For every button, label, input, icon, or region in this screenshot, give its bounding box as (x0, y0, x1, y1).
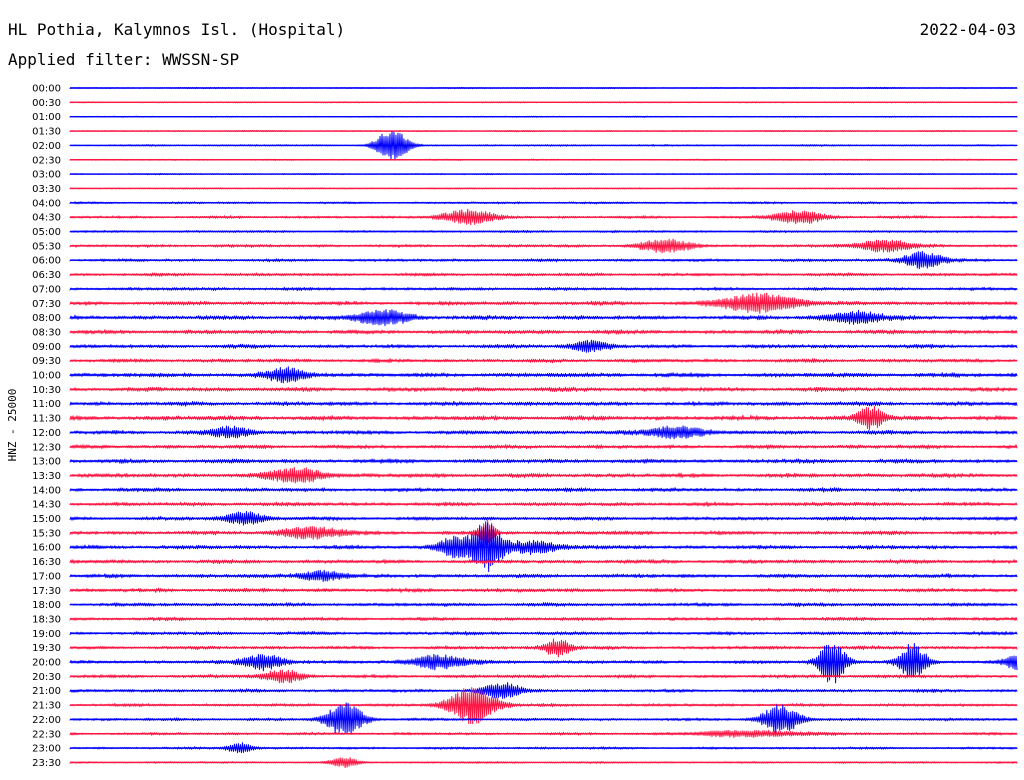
hour-label-06-00: 06:00 (32, 256, 61, 267)
hour-label-20-30: 20:30 (32, 672, 61, 683)
hour-label-10-00: 10:00 (32, 371, 61, 382)
station-title: HL Pothia, Kalymnos Isl. (Hospital) (8, 20, 346, 39)
hour-label-05-00: 05:00 (32, 227, 61, 238)
hour-label-12-30: 12:30 (32, 442, 61, 453)
hour-label-17-30: 17:30 (32, 586, 61, 597)
hour-label-22-30: 22:30 (32, 729, 61, 740)
hour-label-12-00: 12:00 (32, 428, 61, 439)
filter-label: Applied filter: WWSSN-SP (8, 50, 240, 69)
hour-label-04-30: 04:30 (32, 213, 61, 224)
hour-label-00-00: 00:00 (32, 84, 61, 95)
seismic-trace-15-30 (69, 519, 1018, 545)
hour-label-01-00: 01:00 (32, 112, 61, 123)
hour-label-23-30: 23:30 (32, 758, 61, 769)
date-label: 2022-04-03 (919, 20, 1016, 39)
hour-label-13-30: 13:30 (32, 471, 61, 482)
hour-label-16-00: 16:00 (32, 543, 61, 554)
hour-label-17-00: 17:00 (32, 571, 61, 582)
hour-label-14-30: 14:30 (32, 500, 61, 511)
hour-label-13-00: 13:00 (32, 457, 61, 468)
hour-label-18-30: 18:30 (32, 614, 61, 625)
hour-label-08-30: 08:30 (32, 327, 61, 338)
hour-label-15-30: 15:30 (32, 528, 61, 539)
hour-label-11-00: 11:00 (32, 399, 61, 410)
hour-label-22-00: 22:00 (32, 715, 61, 726)
hour-label-04-00: 04:00 (32, 198, 61, 209)
hour-label-03-00: 03:00 (32, 170, 61, 181)
hour-label-20-00: 20:00 (32, 658, 61, 669)
hour-label-09-30: 09:30 (32, 356, 61, 367)
hour-label-19-00: 19:00 (32, 629, 61, 640)
hour-label-07-00: 07:00 (32, 284, 61, 295)
hour-label-01-30: 01:30 (32, 127, 61, 138)
hour-label-02-30: 02:30 (32, 155, 61, 166)
hour-label-05-30: 05:30 (32, 241, 61, 252)
hour-label-19-30: 19:30 (32, 643, 61, 654)
hour-label-15-00: 15:00 (32, 514, 61, 525)
hour-label-11-30: 11:30 (32, 414, 61, 425)
hour-label-07-30: 07:30 (32, 299, 61, 310)
hour-label-00-30: 00:30 (32, 98, 61, 109)
hour-label-18-00: 18:00 (32, 600, 61, 611)
seismic-trace-22-00 (69, 702, 1018, 735)
hour-label-06-30: 06:30 (32, 270, 61, 281)
hour-label-02-00: 02:00 (32, 141, 61, 152)
hour-label-08-00: 08:00 (32, 313, 61, 324)
hour-label-21-00: 21:00 (32, 686, 61, 697)
hour-label-10-30: 10:30 (32, 385, 61, 396)
hour-label-03-30: 03:30 (32, 184, 61, 195)
hour-label-23-00: 23:00 (32, 744, 61, 755)
hour-label-09-00: 09:00 (32, 342, 61, 353)
hour-label-14-00: 14:00 (32, 485, 61, 496)
hour-label-16-30: 16:30 (32, 557, 61, 568)
hour-label-21-30: 21:30 (32, 701, 61, 712)
